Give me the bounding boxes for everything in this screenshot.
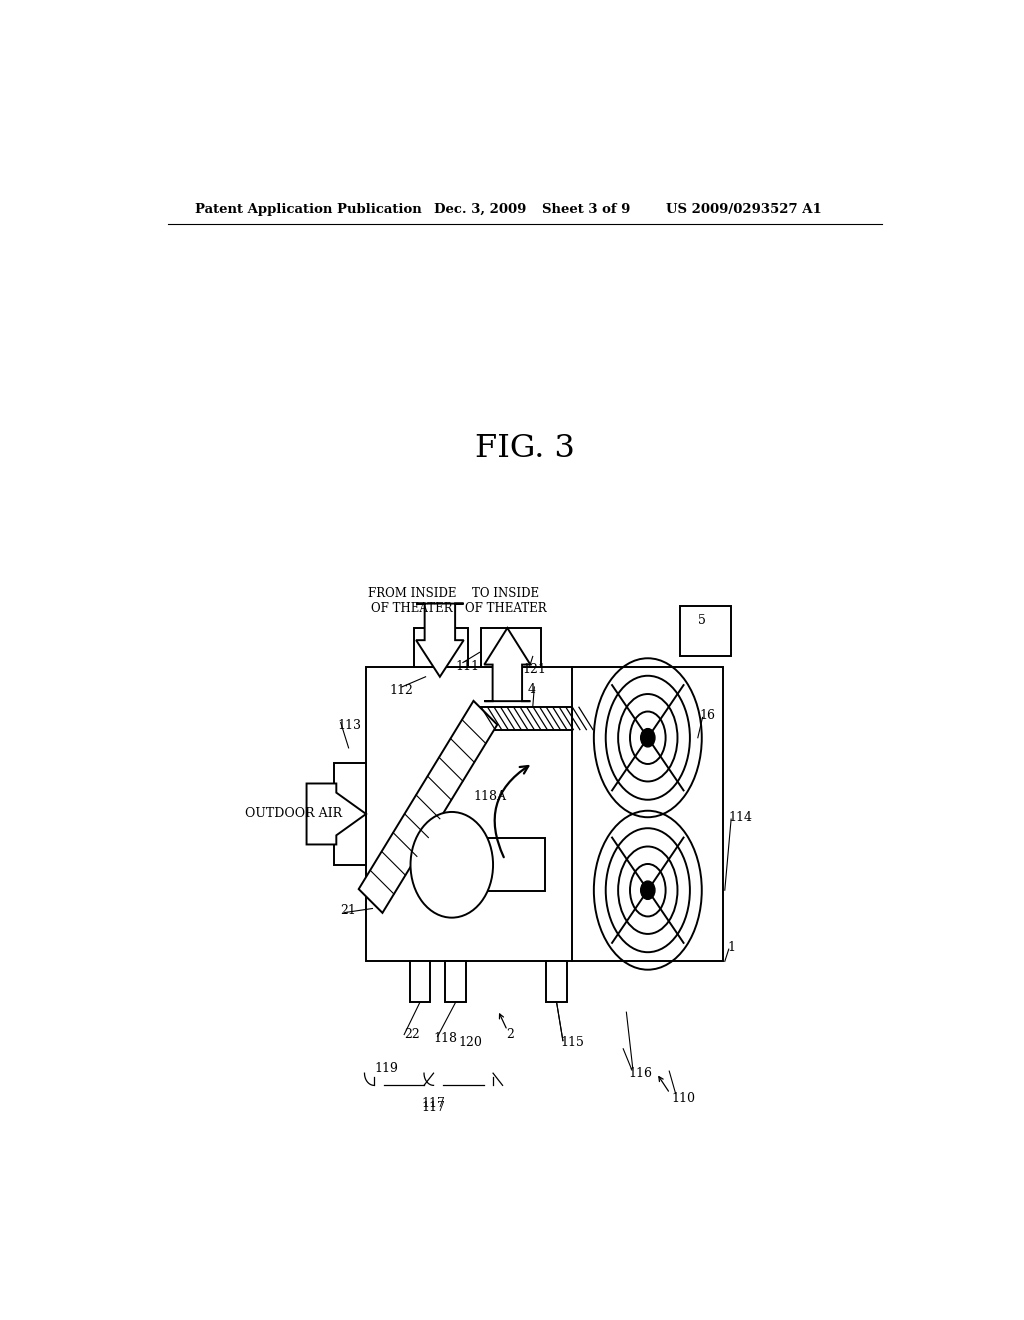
Text: US 2009/0293527 A1: US 2009/0293527 A1: [666, 203, 822, 215]
Text: 16: 16: [699, 709, 716, 722]
Text: 114: 114: [729, 810, 753, 824]
Text: 115: 115: [560, 1036, 585, 1049]
Circle shape: [641, 880, 655, 899]
Text: 111: 111: [455, 660, 479, 673]
Bar: [445, 961, 466, 1002]
Bar: [410, 961, 430, 1002]
Text: 22: 22: [404, 1028, 420, 1041]
Text: 110: 110: [672, 1092, 695, 1105]
Text: Patent Application Publication: Patent Application Publication: [196, 203, 422, 215]
Text: 4: 4: [528, 684, 536, 697]
Text: 118A: 118A: [473, 791, 506, 803]
Bar: [367, 667, 723, 961]
Bar: [680, 606, 731, 656]
Text: 5: 5: [697, 614, 706, 627]
Text: 117: 117: [422, 1097, 445, 1110]
Polygon shape: [358, 701, 498, 913]
Text: 121: 121: [522, 663, 546, 676]
Bar: [334, 763, 367, 865]
Text: FIG. 3: FIG. 3: [475, 433, 574, 463]
Text: TO INSIDE
OF THEATER: TO INSIDE OF THEATER: [465, 586, 547, 615]
Text: Sheet 3 of 9: Sheet 3 of 9: [543, 203, 631, 215]
Text: 113: 113: [338, 719, 361, 733]
Text: 1: 1: [727, 941, 735, 953]
Text: 120: 120: [458, 1036, 482, 1049]
Text: 21: 21: [341, 904, 356, 917]
Bar: [481, 628, 541, 667]
Polygon shape: [416, 603, 464, 677]
Bar: [414, 628, 468, 667]
Bar: [481, 708, 572, 730]
Circle shape: [641, 729, 655, 747]
Text: 118: 118: [433, 1032, 458, 1045]
Circle shape: [411, 812, 494, 917]
Polygon shape: [306, 784, 367, 845]
Bar: [476, 838, 545, 891]
Text: 116: 116: [628, 1067, 652, 1080]
Text: OUTDOOR AIR: OUTDOOR AIR: [246, 808, 343, 821]
Text: 112: 112: [390, 685, 414, 697]
Text: Dec. 3, 2009: Dec. 3, 2009: [433, 203, 526, 215]
Text: 119: 119: [374, 1061, 398, 1074]
Text: 117: 117: [422, 1101, 445, 1114]
Text: 2: 2: [506, 1028, 514, 1041]
Polygon shape: [484, 628, 530, 701]
Bar: [546, 961, 567, 1002]
Text: FROM INSIDE
OF THEATER: FROM INSIDE OF THEATER: [368, 586, 457, 615]
